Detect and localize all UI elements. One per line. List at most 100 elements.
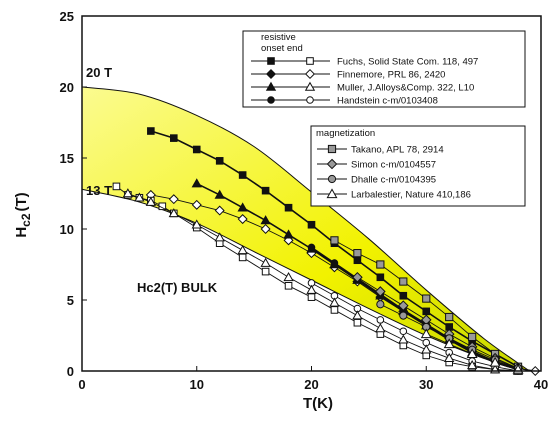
legend-marker <box>326 188 338 199</box>
legend-marker-end <box>304 68 316 80</box>
lower-band-label: 13 T <box>86 183 112 198</box>
data-point <box>261 267 270 276</box>
y-tick-label: 10 <box>60 222 74 237</box>
data-point <box>399 311 408 320</box>
x-axis-label: T(K) <box>303 395 333 412</box>
data-point <box>489 356 501 367</box>
data-point <box>168 194 179 205</box>
data-point <box>260 257 271 267</box>
data-point <box>237 202 248 212</box>
data-point <box>397 300 409 311</box>
y-tick-label: 15 <box>60 151 74 166</box>
data-point <box>284 282 293 290</box>
data-series <box>112 127 541 377</box>
data-point <box>445 312 454 322</box>
upper-band-label: 20 T <box>86 65 112 80</box>
data-point <box>330 259 339 267</box>
data-point <box>376 300 385 309</box>
legend-label: Takano, APL 78, 2914 <box>351 145 444 156</box>
legend-marker-onset <box>267 57 275 65</box>
data-point <box>283 271 294 282</box>
data-point <box>147 127 155 135</box>
data-point <box>134 192 145 202</box>
data-point <box>214 232 225 242</box>
legend-entry-magnetization: Takano, APL 78, 2914 <box>317 145 444 156</box>
data-point <box>145 196 157 206</box>
data-point <box>329 297 340 307</box>
legend-marker-end <box>304 81 316 91</box>
data-point <box>306 284 317 294</box>
legend-marker-end <box>306 96 314 104</box>
data-point <box>214 205 225 216</box>
data-point <box>192 145 201 154</box>
legend-rows: Fuchs, Solid State Com. 118, 497 Finnemor… <box>251 57 478 201</box>
legend-marker-end <box>306 57 314 65</box>
data-point <box>283 229 294 239</box>
x-tick-label: 20 <box>304 377 318 392</box>
data-point <box>376 316 385 324</box>
data-point <box>122 188 134 198</box>
legend-label: Fuchs, Solid State Com. 118, 497 <box>337 57 478 68</box>
data-point <box>375 323 386 333</box>
legend-label: Muller, J.Alloys&Comp. 322, L10 <box>337 83 474 94</box>
data-point <box>307 243 316 252</box>
y-tick-label: 5 <box>67 293 74 308</box>
series-line <box>357 276 519 369</box>
data-point <box>284 203 293 212</box>
series-line <box>311 246 519 371</box>
legend-group2-title: magnetization <box>316 128 375 139</box>
data-point <box>170 134 178 142</box>
legend-marker <box>326 158 338 170</box>
data-point <box>330 306 339 314</box>
x-tick-label: 40 <box>534 377 548 392</box>
bulk-annotation: Hc2(T) BULK <box>137 280 218 295</box>
data-point <box>422 294 431 303</box>
data-point <box>112 182 121 191</box>
legend-entry-resistive: Muller, J.Alloys&Comp. 322, L10 <box>251 81 474 94</box>
legend-entry-magnetization: Dhalle c-m/0104395 <box>317 175 436 186</box>
legend-marker <box>327 144 337 154</box>
legend-label: Handstein c-m/0103408 <box>337 96 438 107</box>
y-tick-label: 25 <box>60 9 74 24</box>
series-6 <box>122 188 524 375</box>
x-tick-label: 10 <box>190 377 204 392</box>
data-point <box>398 334 409 344</box>
data-point <box>466 348 478 359</box>
data-point <box>352 310 363 320</box>
y-tick-label: 0 <box>67 364 74 379</box>
x-tick-label: 30 <box>419 377 433 392</box>
legend-entry-magnetization: Larbalestier, Nature 410,186 <box>317 188 471 201</box>
legend-marker-onset <box>265 81 277 91</box>
legend-label: Dhalle c-m/0104395 <box>351 175 436 186</box>
legend-marker-onset <box>267 96 275 104</box>
data-point <box>466 360 478 370</box>
legend-group1-sub: onset end <box>261 43 303 54</box>
data-point <box>352 271 363 283</box>
data-point <box>168 208 179 218</box>
data-point <box>238 253 247 262</box>
data-point <box>468 332 477 342</box>
legend-entry-magnetization: Simon c-m/0104557 <box>317 158 436 171</box>
legend-label: Larbalestier, Nature 410,186 <box>351 190 471 201</box>
data-point <box>443 338 455 349</box>
data-point <box>214 189 225 199</box>
y-axis-label-main: H <box>13 227 30 238</box>
data-point <box>307 293 316 301</box>
legend-box-magnetization <box>310 125 526 207</box>
legend-entry-resistive: Finnemore, PRL 86, 2420 <box>251 68 445 81</box>
data-point <box>353 256 362 265</box>
axis-ticks: 0 10 20 30 40 0 5 10 15 20 25 <box>60 9 549 392</box>
legend-label: Finnemore, PRL 86, 2420 <box>337 70 445 81</box>
legend-marker-onset <box>265 68 277 80</box>
data-point <box>260 223 271 235</box>
data-point <box>307 220 316 229</box>
data-point <box>260 215 271 225</box>
y-axis-label-sub: c2 <box>19 213 33 227</box>
data-point <box>420 328 432 339</box>
data-point <box>353 249 362 258</box>
legend-label: Simon c-m/0104557 <box>351 160 436 171</box>
data-point <box>375 286 386 297</box>
data-point <box>215 157 224 165</box>
data-point <box>191 199 202 210</box>
y-axis-label-unit: (T) <box>13 192 30 211</box>
